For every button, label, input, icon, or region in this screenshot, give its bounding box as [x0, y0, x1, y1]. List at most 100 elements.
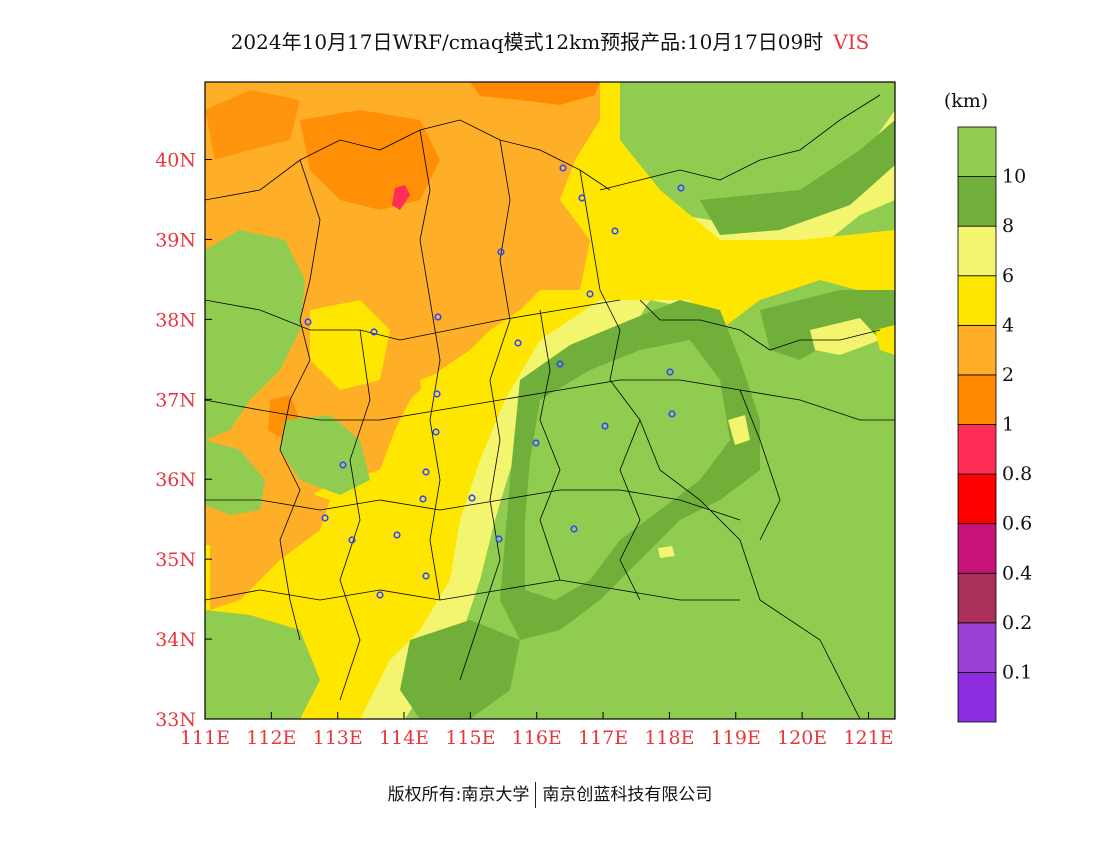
visibility-map: 111E 112E 113E 114E 115E 116E 117E 118E 119E 120E… [155, 81, 1032, 749]
legend-unit: (km) [944, 90, 988, 112]
station-marker [376, 591, 384, 599]
station-marker [422, 468, 430, 476]
colorbar-label: 1 [1002, 414, 1014, 436]
station-marker [419, 495, 427, 503]
x-tick-label: 121E [843, 727, 893, 749]
station-marker [578, 194, 586, 202]
colorbar-swatch [957, 473, 997, 525]
station-marker [495, 535, 503, 543]
boundary-lines [205, 94, 895, 719]
y-tick-label: 34N [155, 629, 196, 651]
field-band-2-4-south [210, 490, 330, 610]
station-marker [348, 536, 356, 544]
colorbar-label: 0.6 [1002, 513, 1032, 535]
field-band-0.8-1 [392, 185, 410, 210]
field-small-patch-1 [728, 415, 750, 445]
station-marker [677, 184, 685, 192]
field-ne-green [610, 82, 895, 225]
station-marker [601, 422, 609, 430]
x-tick-label: 111E [180, 727, 230, 749]
station-marker [611, 227, 619, 235]
field-yellow-pocket-1 [310, 300, 390, 390]
station-marker [321, 514, 329, 522]
colorbar-label: 4 [1002, 314, 1014, 336]
colorbar-label: 10 [1002, 166, 1026, 188]
x-axis: 111E 112E 113E 114E 115E 116E 117E 118E 119E 120E… [180, 712, 894, 749]
colorbar-swatch [957, 126, 997, 177]
field-band-6-8-east [810, 318, 880, 355]
colorbar-label: 0.8 [1002, 463, 1032, 485]
station-marker [432, 428, 440, 436]
y-tick-label: 39N [155, 229, 196, 251]
field-west-green [205, 230, 305, 440]
colorbar-label: 2 [1002, 364, 1014, 386]
x-tick-label: 119E [711, 727, 761, 749]
y-axis: 33N 34N 35N 36N 37N 38N 39N 40N [155, 150, 212, 731]
colorbar-swatch [957, 374, 997, 425]
colorbar-label: 6 [1002, 265, 1014, 287]
station-marker [370, 328, 378, 336]
x-tick-label: 113E [313, 727, 363, 749]
x-tick-label: 114E [379, 727, 429, 749]
field-south-west-green [205, 610, 320, 719]
field-sw-green [280, 415, 370, 495]
x-tick-label: 112E [246, 727, 296, 749]
y-tick-label: 37N [155, 389, 196, 411]
colorbar-label: 0.1 [1002, 661, 1032, 683]
colorbar-swatch [957, 523, 997, 574]
footer-separator [535, 782, 537, 808]
map-title: 2024年10月17日WRF/cmaq模式12km预报产品:10月17日09时 V… [0, 26, 1100, 55]
y-tick-label: 33N [155, 709, 196, 731]
visibility-field [205, 82, 895, 719]
y-tick-label: 35N [155, 549, 196, 571]
station-marker [514, 339, 522, 347]
colorbar-swatch [957, 622, 997, 673]
y-tick-label: 36N [155, 469, 196, 491]
copyright-left: 版权所有:南京大学 [387, 785, 530, 805]
y-tick-label: 38N [155, 309, 196, 331]
copyright-right: 南京创蓝科技有限公司 [542, 785, 713, 805]
station-marker [668, 410, 676, 418]
field-west-green-2 [205, 440, 265, 515]
field-shandong-high [525, 340, 730, 600]
colorbar-swatch [957, 225, 997, 277]
station-marker [556, 360, 564, 368]
station-marker [422, 572, 430, 580]
station-marker [570, 525, 578, 533]
colorbar-swatch [957, 275, 997, 326]
field-band-1-2-west [205, 90, 300, 160]
colorbar-swatch [957, 672, 997, 723]
colorbar-swatch [957, 424, 997, 475]
variable-name: VIS [833, 30, 870, 54]
station-marker [433, 390, 441, 398]
station-marker [434, 313, 442, 321]
station-marker [468, 494, 476, 502]
x-tick-label: 117E [578, 727, 628, 749]
station-marker [532, 439, 540, 447]
field-ne-dark-band [700, 120, 895, 235]
station-marker [393, 531, 401, 539]
station-marker [497, 248, 505, 256]
colorbar-swatch [957, 572, 997, 624]
x-tick-label: 116E [512, 727, 562, 749]
colorbar-swatch [957, 176, 997, 227]
copyright-footer: 版权所有:南京大学 南京创蓝科技有限公司 [0, 780, 1100, 808]
x-tick-label: 118E [644, 727, 694, 749]
plot-frame [204, 81, 896, 720]
field-band-1-2-top [470, 82, 600, 105]
field-band-4-6-east [875, 325, 895, 355]
colorbar-label: 0.2 [1002, 612, 1032, 634]
station-marker [666, 368, 674, 376]
field-small-patch-2 [658, 546, 675, 558]
station-marker [339, 461, 347, 469]
x-tick-label: 115E [445, 727, 495, 749]
colorbar-swatch [957, 324, 997, 376]
title-text: 2024年10月17日WRF/cmaq模式12km预报产品:10月17日09时 [230, 30, 824, 54]
station-marker [586, 290, 594, 298]
station-marker [559, 164, 567, 172]
station-marker [304, 318, 312, 326]
field-band-6-8-west-shandong [360, 300, 650, 719]
y-tick-label: 40N [155, 150, 196, 172]
station-markers [304, 164, 685, 599]
colorbar-label: 8 [1002, 215, 1014, 237]
